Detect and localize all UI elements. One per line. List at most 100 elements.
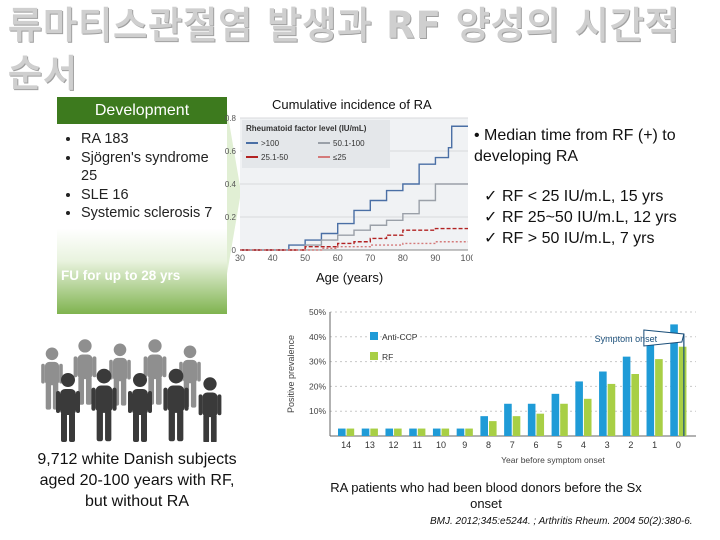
legend-label: ≤25 <box>333 153 347 162</box>
bar <box>607 383 616 436</box>
bar <box>551 393 560 436</box>
x-tick-label: 60 <box>333 253 343 263</box>
bar <box>488 421 497 436</box>
x-axis-label: Year before symptom onset <box>501 455 605 465</box>
bar <box>370 428 378 436</box>
y-tick-label: 20% <box>309 381 326 391</box>
legend-swatch <box>370 332 378 340</box>
y-tick-label: 0 <box>232 246 237 255</box>
x-tick-label: 0 <box>676 440 681 450</box>
bar <box>678 346 687 436</box>
legend-title: Rheumatoid factor level (IU/mL) <box>246 124 367 133</box>
bar <box>417 428 426 436</box>
list-item: SLE 16 <box>81 186 227 205</box>
y-tick-label: 0.6 <box>225 147 237 156</box>
x-tick-label: 70 <box>365 253 375 263</box>
chart-legend: Anti-CCP RF <box>370 332 418 362</box>
x-tick-label: 3 <box>605 440 610 450</box>
legend-label: 25.1-50 <box>261 153 289 162</box>
legend-label: 50.1-100 <box>333 139 365 148</box>
bar <box>409 428 417 436</box>
legend-swatch <box>370 352 378 360</box>
chart-legend: Rheumatoid factor level (IU/mL) >100 50.1-… <box>242 120 390 168</box>
x-tick-label: 6 <box>533 440 538 450</box>
bar <box>456 428 465 436</box>
bar <box>385 428 394 436</box>
list-item-label: RF 25~50 IU/m.L, 12 yrs <box>502 209 677 226</box>
bar <box>465 428 473 436</box>
x-tick-label: 1 <box>652 440 657 450</box>
bar <box>536 413 545 436</box>
x-tick-label: 50 <box>300 253 310 263</box>
x-tick-label: 14 <box>341 440 351 450</box>
bar <box>480 416 488 436</box>
bar <box>655 359 663 436</box>
list-item: Sjögren's syndrome 25 <box>81 149 227 186</box>
bar <box>504 403 512 436</box>
legend-label: RF <box>382 352 393 362</box>
list-item: ✓ RF > 50 IU/m.L, 7 yrs <box>484 228 714 249</box>
legend-label: >100 <box>261 139 280 148</box>
list-item: ✓ RF 25~50 IU/m.L, 12 yrs <box>484 207 714 228</box>
bar <box>512 416 521 436</box>
age-axis-label: Age (years) <box>316 270 384 285</box>
x-tick-label: 40 <box>268 253 278 263</box>
bar <box>583 398 592 436</box>
annotation-text: Symptom onset <box>595 334 658 344</box>
legend-label: Anti-CCP <box>382 332 418 342</box>
x-tick-label: 7 <box>510 440 515 450</box>
arrow-tip-shape <box>227 110 241 274</box>
bar <box>631 374 639 436</box>
bar <box>575 381 583 436</box>
series-line <box>240 227 468 251</box>
followup-text: FU for up to 28 yrs <box>61 268 181 283</box>
bar <box>338 428 346 436</box>
citation-text: BMJ. 2012;345:e5244. ; Arthritis Rheum. … <box>430 516 693 527</box>
x-tick-label: 80 <box>398 253 408 263</box>
y-tick-label: 0.8 <box>225 114 237 123</box>
bar <box>361 428 370 436</box>
y-tick-label: 0.2 <box>225 213 237 222</box>
y-tick-label: 0.4 <box>225 180 237 189</box>
y-tick-label: 50% <box>309 307 326 317</box>
x-tick-label: 8 <box>486 440 491 450</box>
list-item-label: RF > 50 IU/m.L, 7 yrs <box>502 230 655 247</box>
annotation-arrow <box>643 329 685 347</box>
cumulative-incidence-chart: 0 0.2 0.4 0.6 0.8 30 40 50 60 70 80 90 100 Rheumatoid… <box>225 114 473 263</box>
prevalence-bar-chart: Positive prevalence 10%20%30%40%50%14 13 12… <box>286 307 696 465</box>
x-tick-label: 2 <box>628 440 633 450</box>
list-item-label: RF < 25 IU/m.L, 15 yrs <box>502 188 664 205</box>
bar <box>394 428 402 436</box>
cumulative-chart-title: Cumulative incidence of RA <box>272 97 432 112</box>
list-item: RA 183 <box>81 130 227 149</box>
x-tick-label: 10 <box>436 440 446 450</box>
list-item: ✓ RF < 25 IU/m.L, 15 yrs <box>484 186 714 207</box>
x-tick-label: 13 <box>365 440 375 450</box>
check-icon: ✓ <box>484 188 498 205</box>
x-tick-label: 100 <box>460 253 473 263</box>
series-line <box>240 241 468 251</box>
y-axis-label: Positive prevalence <box>286 335 296 413</box>
legend-box <box>242 120 390 168</box>
x-tick-label: 12 <box>389 440 399 450</box>
y-tick-label: 30% <box>309 357 326 367</box>
x-tick-label: 11 <box>413 440 422 450</box>
bar <box>527 403 536 436</box>
bar <box>441 428 450 436</box>
x-tick-label: 90 <box>430 253 440 263</box>
subjects-description: 9,712 white Danish subjects aged 20-100 … <box>37 451 237 510</box>
bar <box>646 344 655 436</box>
development-panel: RA 183 Sjögren's syndrome 25 SLE 16 Syst… <box>57 124 227 314</box>
y-tick-label: 10% <box>309 406 326 416</box>
y-tick-label: 40% <box>309 332 326 342</box>
people-crowd-icon <box>41 339 222 442</box>
x-tick-label: 30 <box>235 253 245 263</box>
series-line <box>240 125 468 251</box>
bar <box>560 403 568 436</box>
x-tick-label: 4 <box>581 440 586 450</box>
check-icon: ✓ <box>484 230 498 247</box>
bar <box>622 356 631 436</box>
bar <box>599 371 607 436</box>
slide-title: 류마티스관절염 발생과 RF 양성의 시간적 순서 <box>8 4 680 95</box>
check-icon: ✓ <box>484 209 498 226</box>
